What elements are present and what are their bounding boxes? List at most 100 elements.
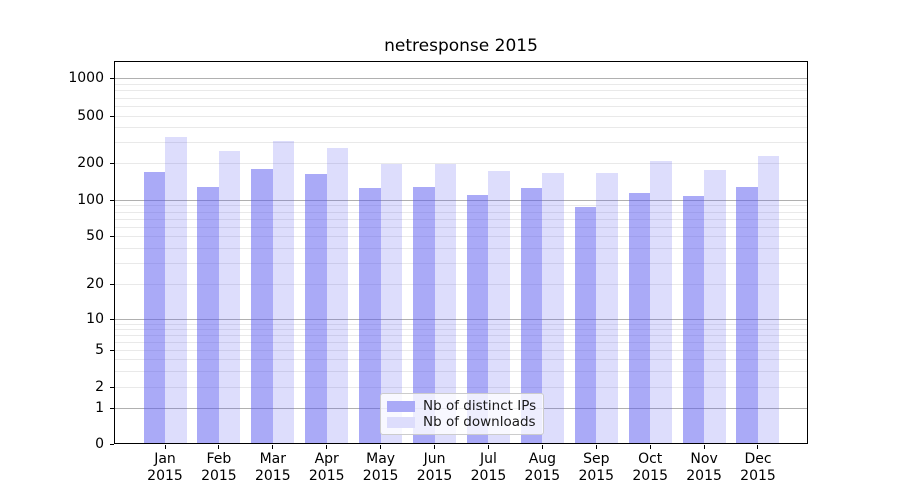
bar-downloads-feb (218, 151, 241, 443)
bar-downloads-nov (704, 170, 726, 443)
gridline-minor (115, 205, 807, 207)
x-tick-label: Jul 2015 (460, 451, 516, 485)
x-tick-month: Aug (528, 451, 557, 467)
y-tick-mark (110, 77, 114, 79)
x-tick-month: Jul (480, 451, 497, 467)
y-tick-label: 1000 (68, 70, 104, 86)
x-tick-mark (326, 445, 328, 449)
bar-distinct-ips-may (359, 188, 381, 443)
x-tick-year: 2015 (416, 468, 453, 484)
y-tick-mark (110, 407, 114, 409)
y-tick-mark (110, 235, 114, 237)
x-tick-year: 2015 (524, 468, 561, 484)
x-tick-mark (649, 445, 651, 449)
x-tick-month: Oct (638, 451, 663, 467)
bar-downloads-sep (596, 173, 618, 443)
bar-downloads-mar (272, 140, 295, 443)
y-tick-label: 200 (77, 155, 104, 171)
bar-distinct-ips-nov (682, 195, 705, 443)
bar-distinct-ips-jan (143, 171, 165, 443)
x-tick-year: 2015 (362, 468, 399, 484)
bar-downloads-jun (434, 164, 457, 443)
legend-item-downloads: Nb of downloads (387, 414, 536, 430)
y-tick-label: 50 (86, 228, 104, 244)
gridline-minor (115, 359, 807, 360)
gridline-minor (115, 262, 807, 264)
y-tick-label: 20 (86, 276, 104, 292)
x-tick-label: Aug 2015 (514, 451, 570, 485)
x-tick-month: Sep (583, 451, 610, 467)
bar-downloads-may (380, 164, 403, 443)
y-tick-mark (110, 349, 114, 351)
y-tick-mark (110, 318, 114, 320)
gridline-minor (115, 323, 807, 325)
x-tick-mark (434, 445, 436, 449)
bar-downloads-jul (488, 171, 510, 443)
y-tick-label: 10 (86, 311, 104, 327)
x-tick-mark (380, 445, 382, 449)
plot-area (114, 61, 808, 444)
gridline-minor (115, 334, 807, 336)
bar-distinct-ips-oct (628, 193, 651, 443)
gridline-minor (115, 106, 807, 107)
y-tick-label: 2 (95, 379, 104, 395)
gridline-minor (115, 211, 807, 213)
x-tick-label: Jan 2015 (137, 451, 193, 485)
y-tick-label: 1 (95, 400, 104, 416)
legend-swatch-distinct-ips (387, 400, 415, 412)
bar-distinct-ips-sep (574, 207, 597, 443)
legend-label: Nb of distinct IPs (423, 398, 537, 414)
x-tick-label: Nov 2015 (676, 451, 732, 485)
x-tick-mark (218, 445, 220, 449)
legend: Nb of distinct IPs Nb of downloads (380, 393, 544, 435)
x-tick-month: Mar (259, 451, 287, 467)
y-tick-label: 0 (95, 436, 104, 452)
bar-distinct-ips-feb (197, 186, 219, 443)
x-tick-year: 2015 (308, 468, 345, 484)
x-tick-label: Sep 2015 (568, 451, 624, 485)
gridline-major (115, 78, 807, 79)
gridline-minor (115, 142, 807, 144)
x-tick-month: Dec (744, 451, 772, 467)
y-tick-label: 100 (77, 192, 104, 208)
bar-distinct-ips-dec (736, 186, 758, 443)
y-tick-mark (110, 283, 114, 285)
bar-downloads-aug (542, 172, 564, 443)
bar-distinct-ips-aug (520, 188, 543, 443)
x-tick-mark (272, 445, 274, 449)
gridline-minor (115, 90, 807, 92)
x-tick-month: Nov (690, 451, 718, 467)
x-tick-mark (487, 445, 489, 449)
x-tick-year: 2015 (254, 468, 291, 484)
x-tick-mark (164, 445, 166, 449)
x-tick-year: 2015 (147, 468, 183, 484)
x-tick-year: 2015 (632, 468, 668, 484)
bar-downloads-oct (650, 160, 672, 443)
gridline-minor (115, 247, 807, 249)
x-tick-mark (703, 445, 705, 449)
x-tick-month: Jan (154, 451, 176, 467)
x-tick-mark (595, 445, 597, 449)
bar-downloads-jan (165, 137, 187, 443)
gridline-minor (115, 163, 807, 164)
x-tick-month: May (366, 451, 396, 467)
legend-swatch-downloads (387, 416, 415, 428)
legend-label: Nb of downloads (423, 414, 536, 430)
x-tick-label: Mar 2015 (245, 451, 301, 485)
x-tick-label: Oct 2015 (622, 451, 678, 485)
x-tick-mark (541, 445, 543, 449)
gridline-minor (115, 350, 807, 351)
gridline-major (115, 319, 807, 320)
bar-distinct-ips-apr (305, 173, 327, 443)
x-tick-month: Feb (206, 451, 232, 467)
chart-title: netresponse 2015 (384, 36, 538, 56)
legend-item-distinct-ips: Nb of distinct IPs (387, 398, 537, 414)
bar-distinct-ips-mar (251, 168, 273, 443)
x-tick-year: 2015 (740, 468, 776, 484)
gridline-minor (115, 116, 807, 117)
x-tick-year: 2015 (578, 468, 615, 484)
x-tick-label: Jun 2015 (407, 451, 463, 485)
bar-distinct-ips-jun (413, 186, 435, 443)
gridline-major (115, 200, 807, 201)
